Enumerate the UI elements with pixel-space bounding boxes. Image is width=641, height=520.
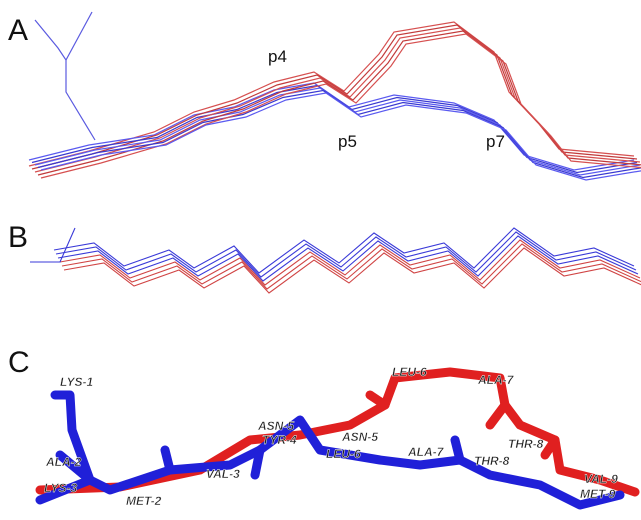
panel-label: C	[8, 346, 30, 379]
stick	[40, 372, 635, 492]
residue-label: ASN-5	[341, 430, 378, 444]
side-chain	[370, 395, 385, 405]
residue-label: LYS-3	[44, 481, 77, 495]
residue-label: VAL-3	[206, 467, 240, 481]
side-chain	[490, 405, 505, 425]
figure: A B C p4 p5 p7 LYS-1 ALA-2 LYS-3 MET-2 VAL-3…	[0, 0, 641, 520]
annotation: p7	[486, 132, 505, 151]
residue-label: MET-2	[126, 494, 162, 508]
panel-label: B	[8, 221, 28, 254]
stick-models	[40, 372, 635, 505]
structures	[29, 12, 641, 293]
side-chain	[66, 12, 92, 60]
residue-label: TYR-4	[262, 433, 297, 447]
backbone	[41, 34, 641, 178]
panel-label: A	[8, 14, 28, 47]
backbone	[56, 232, 636, 277]
residue-label: THR-8	[474, 454, 510, 468]
annotation: p4	[268, 47, 287, 66]
side-chain	[165, 450, 170, 470]
residue-label: ALA-7	[477, 373, 515, 387]
backbone	[54, 228, 634, 273]
backbone	[38, 31, 641, 175]
side-chain	[255, 450, 260, 475]
residue-label: MET-9	[580, 487, 616, 501]
residue-label: LYS-1	[60, 375, 93, 389]
side-chain	[35, 20, 95, 140]
backbone	[29, 22, 634, 166]
annotation: p5	[338, 132, 357, 151]
residue-label: LEU-6	[326, 447, 361, 461]
residue-label: THR-8	[508, 437, 544, 451]
residue-label: ALA-7	[407, 445, 445, 459]
side-chain	[455, 440, 460, 460]
residue-label: VAL-9	[584, 472, 618, 486]
residue-label: ASN-5	[257, 419, 294, 433]
residue-label: ALA-2	[45, 455, 82, 469]
side-chain	[30, 228, 75, 262]
residue-label: LEU-6	[392, 365, 427, 379]
